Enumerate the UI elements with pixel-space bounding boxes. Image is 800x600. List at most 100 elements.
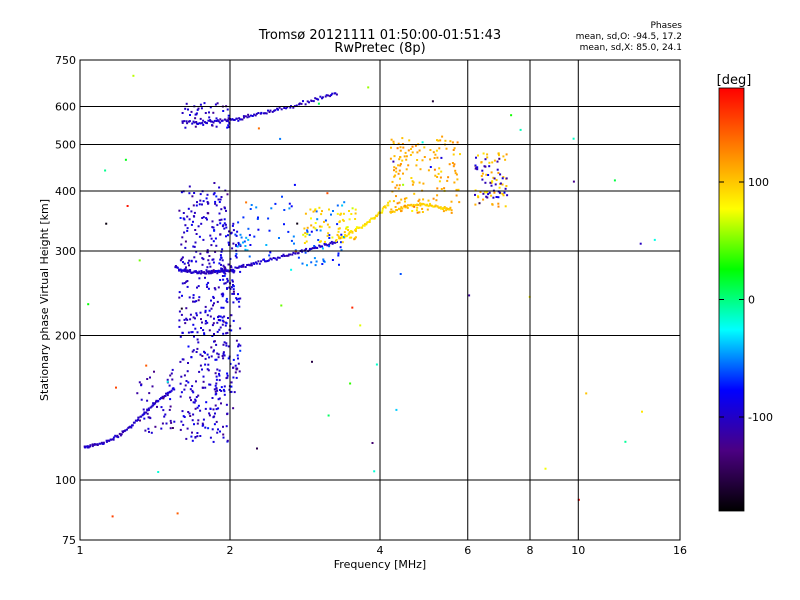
data-point	[402, 172, 404, 175]
data-point	[124, 158, 127, 161]
plot-frame	[79, 59, 681, 541]
data-point	[217, 198, 220, 201]
data-point	[328, 234, 331, 237]
data-point	[216, 389, 219, 392]
data-point	[295, 104, 298, 107]
data-point	[234, 254, 237, 257]
data-point	[257, 127, 260, 130]
data-point	[275, 258, 278, 261]
data-point	[300, 102, 303, 105]
data-point	[341, 236, 344, 239]
data-point	[351, 306, 354, 309]
data-point	[178, 319, 181, 322]
data-point	[328, 237, 331, 239]
data-point	[255, 262, 258, 265]
data-point	[230, 390, 233, 393]
data-point	[196, 338, 199, 341]
data-point	[225, 235, 227, 238]
chart-title: Tromsø 20121111 01:50:00-01:51:43	[258, 28, 502, 43]
data-point	[504, 187, 507, 190]
data-point	[199, 311, 202, 314]
data-point	[191, 122, 194, 125]
data-point	[208, 309, 211, 312]
data-point	[215, 375, 218, 378]
data-point	[263, 258, 265, 261]
data-point	[343, 201, 346, 204]
data-point	[165, 422, 168, 425]
data-point	[223, 315, 226, 318]
data-point	[197, 225, 200, 228]
data-point	[232, 242, 235, 245]
data-point	[429, 158, 432, 161]
data-point	[231, 280, 234, 283]
data-point	[194, 229, 197, 231]
data-point	[335, 239, 338, 241]
data-point	[394, 186, 397, 189]
data-point	[179, 360, 182, 363]
data-point	[237, 221, 240, 224]
data-point	[139, 419, 141, 422]
data-point	[201, 424, 204, 427]
data-point	[375, 363, 378, 366]
data-point	[214, 372, 217, 375]
data-point	[216, 330, 219, 333]
data-point	[201, 368, 203, 371]
data-point	[215, 125, 218, 128]
data-point	[193, 300, 196, 303]
data-point	[345, 227, 347, 230]
data-point	[195, 204, 198, 207]
data-point	[493, 191, 496, 194]
data-point	[99, 442, 102, 445]
data-point	[85, 445, 87, 448]
data-point	[154, 425, 157, 428]
data-point	[181, 410, 184, 413]
data-point	[497, 205, 500, 208]
data-point	[211, 271, 214, 274]
data-point	[448, 207, 451, 210]
data-point	[242, 115, 245, 118]
data-point	[317, 102, 320, 105]
data-point	[222, 343, 225, 346]
data-point	[218, 372, 220, 375]
data-point	[204, 407, 207, 410]
data-point	[317, 239, 320, 241]
data-point	[436, 187, 439, 190]
data-point	[146, 412, 149, 415]
data-point	[197, 272, 200, 275]
data-point	[510, 114, 513, 117]
data-point	[482, 198, 485, 201]
data-point	[315, 229, 318, 232]
data-point	[321, 247, 324, 250]
data-point	[201, 203, 203, 206]
data-point	[143, 417, 146, 420]
data-point	[481, 172, 484, 175]
data-point	[157, 399, 160, 402]
data-point	[392, 140, 395, 143]
data-point	[320, 213, 323, 216]
data-point	[182, 212, 185, 214]
data-point	[315, 260, 318, 263]
data-point	[204, 426, 207, 429]
data-point	[336, 233, 339, 236]
data-point	[308, 249, 311, 252]
data-point	[89, 444, 92, 447]
data-point	[181, 121, 184, 124]
data-point	[220, 250, 223, 253]
data-point	[194, 399, 197, 402]
data-point	[488, 191, 491, 194]
data-point	[403, 204, 406, 207]
data-point	[220, 293, 223, 296]
data-point	[186, 229, 189, 232]
data-point	[221, 248, 224, 251]
y-tick-label: 500	[55, 139, 76, 152]
data-point	[233, 119, 236, 121]
data-point	[393, 169, 395, 172]
data-point	[201, 271, 204, 274]
data-point	[193, 192, 196, 194]
data-point	[227, 241, 230, 244]
data-point	[328, 243, 331, 246]
data-point	[321, 96, 324, 99]
data-point	[215, 378, 218, 381]
data-point	[493, 159, 496, 162]
data-point	[225, 332, 228, 335]
